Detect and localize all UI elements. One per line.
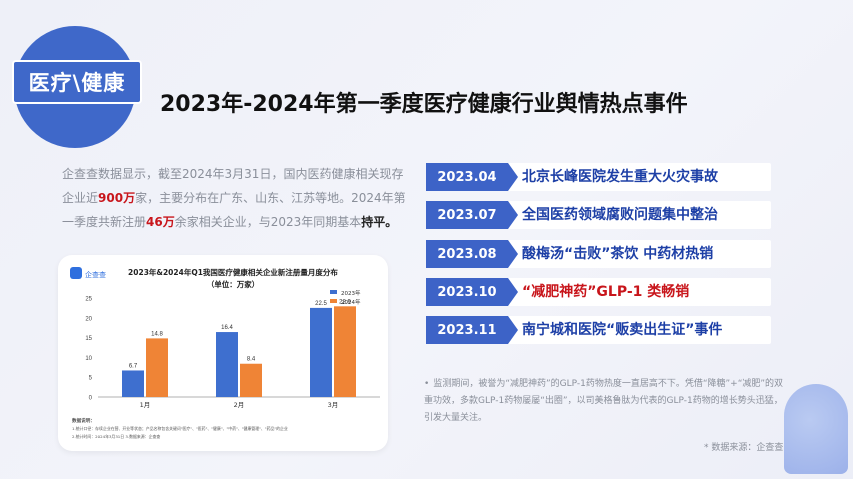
y-tick-label: 15	[85, 336, 92, 342]
intro-text-2: 家，主要分布在广东、山东、江苏等地。2024年第一季度共新注册	[62, 191, 406, 229]
event-date: 2023.07	[426, 201, 518, 229]
legend-swatch	[330, 299, 337, 303]
chart-title: 2023年&2024年Q1我国医疗健康相关企业新注册量月度分布	[128, 267, 338, 277]
intro-text-1: 企查查数据显示，截至2024年3月31日，国内医药健康相关现存企业近	[62, 167, 404, 205]
y-tick-label: 5	[89, 376, 93, 382]
bar	[310, 307, 332, 397]
bar	[146, 338, 168, 397]
event-date: 2023.11	[426, 316, 518, 344]
chart-footnote: 1.统计口径：存续企业在营、开业等状态；产品名称包含关键词"医疗"、"医药"、"…	[72, 426, 288, 431]
legend-label: 2023年	[341, 289, 361, 297]
bar-chart: 企查查 2023年&2024年Q1我国医疗健康相关企业新注册量月度分布 （单位：万家…	[70, 267, 380, 439]
y-tick-label: 0	[89, 396, 93, 402]
y-tick-label: 20	[85, 316, 92, 322]
event-text: 北京长峰医院发生重大火灾事故	[522, 169, 718, 185]
intro-value-companies: 900万	[98, 191, 136, 205]
x-tick-label: 1月	[140, 401, 151, 409]
event-text: “减肥神药”GLP-1 类畅销	[522, 284, 690, 300]
note-text: 监测期间，被誉为“减肥神药”的GLP-1药物热度一直居高不下。凭借“降糖”+“减…	[424, 379, 784, 423]
intro-value-flat: 持平。	[361, 215, 398, 229]
bar	[240, 363, 262, 397]
logo-text: 企查查	[85, 270, 106, 279]
event-date: 2023.04	[426, 163, 518, 191]
category-badge: 医疗\健康	[12, 60, 142, 104]
event-row: 2023.08 酸梅汤“击败”茶饮 中药材热销	[426, 240, 771, 268]
event-row: 2023.11 南宁城和医院“贩卖出生证”事件	[426, 316, 771, 344]
event-text: 全国医药领域腐败问题集中整治	[522, 207, 718, 223]
intro-paragraph: 企查查数据显示，截至2024年3月31日，国内医药健康相关现存企业近900万家，…	[62, 162, 414, 234]
legend-swatch	[330, 290, 337, 294]
bar	[216, 332, 238, 397]
event-row: 2023.07 全国医药领域腐败问题集中整治	[426, 201, 771, 229]
intro-text-3: 余家相关企业，与2023年同期基本	[174, 215, 362, 229]
event-row: 2023.04 北京长峰医院发生重大火灾事故	[426, 163, 771, 191]
legend-label: 2024年	[341, 298, 361, 306]
note-bullet: •	[424, 379, 430, 389]
monitoring-note: • 监测期间，被誉为“减肥神药”的GLP-1药物热度一直居高不下。凭借“降糖”+“…	[424, 376, 784, 427]
bar-data-label: 14.8	[151, 331, 163, 337]
bar-data-label: 8.4	[247, 357, 256, 363]
chart-footnote: 2.统计时间：2024年3月31日 3.数据来源：企查查	[72, 434, 160, 439]
event-date: 2023.10	[426, 278, 518, 306]
x-tick-label: 2月	[234, 401, 245, 409]
event-date: 2023.08	[426, 240, 518, 268]
bar-data-label: 22.9	[339, 299, 351, 305]
decorative-circle-bottom-right	[784, 384, 848, 474]
bar	[122, 370, 144, 397]
y-tick-label: 10	[85, 356, 92, 362]
bar-chart-card: 企查查 2023年&2024年Q1我国医疗健康相关企业新注册量月度分布 （单位：万家…	[58, 255, 388, 451]
bar-data-label: 6.7	[129, 363, 138, 369]
event-row: 2023.10 “减肥神药”GLP-1 类畅销	[426, 278, 771, 306]
bar-data-label: 16.4	[221, 325, 233, 331]
y-tick-label: 25	[85, 297, 92, 303]
chart-unit: （单位：万家）	[207, 279, 260, 289]
event-text: 酸梅汤“击败”茶饮 中药材热销	[522, 246, 714, 262]
bar-data-label: 22.5	[315, 301, 327, 307]
x-tick-label: 3月	[328, 401, 339, 409]
event-text: 南宁城和医院“贩卖出生证”事件	[522, 322, 723, 338]
bar	[334, 306, 356, 397]
page-title: 2023年-2024年第一季度医疗健康行业舆情热点事件	[160, 92, 688, 117]
logo-icon	[70, 267, 82, 279]
intro-value-new: 46万	[146, 215, 175, 229]
chart-footnote: 数据说明：	[72, 417, 95, 424]
data-source: * 数据来源：企查查	[704, 443, 784, 453]
